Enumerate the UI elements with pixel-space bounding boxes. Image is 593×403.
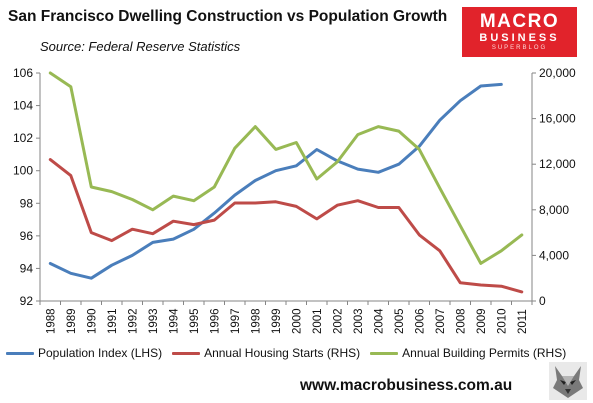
x-tick-label: 1998 (250, 308, 262, 334)
x-tick-label: 2006 (414, 308, 426, 334)
series-line-building-permits (48, 71, 524, 265)
x-tick-label: 2003 (353, 308, 365, 334)
x-tick-label: 1996 (209, 308, 221, 334)
logo-line-3: SUPERBLOG (491, 45, 548, 51)
legend-swatch-housing-starts (172, 351, 201, 355)
y-left-tick-label: 98 (20, 196, 34, 210)
x-tick-label: 2008 (455, 308, 467, 334)
series-line-population-index (48, 82, 503, 280)
x-tick-label: 2001 (312, 308, 324, 334)
x-tick-label: 1995 (189, 308, 201, 334)
y-left-tick-label: 100 (13, 164, 33, 178)
y-left-tick-label: 102 (13, 131, 33, 145)
x-tick-label: 1999 (271, 308, 283, 334)
chart-source: Source: Federal Reserve Statistics (40, 39, 241, 54)
y-right-tick-label: 20,000 (539, 66, 576, 80)
website-url: www.macrobusiness.com.au (300, 377, 513, 394)
y-left-tick-label: 94 (20, 261, 34, 275)
x-tick-label: 2005 (394, 308, 406, 334)
legend-label-housing-starts: Annual Housing Starts (RHS) (204, 346, 361, 360)
x-tick-label: 1992 (127, 308, 139, 334)
series-line-housing-starts (48, 158, 524, 294)
x-tick-label: 1991 (107, 308, 119, 334)
legend-label-building-permits: Annual Building Permits (RHS) (402, 346, 567, 360)
y-left-tick-label: 104 (13, 99, 33, 113)
x-tick-label: 2002 (332, 308, 344, 334)
logo-line-1: MACRO (479, 11, 560, 32)
x-tick-label: 2000 (291, 308, 303, 334)
x-tick-label: 1988 (45, 308, 57, 334)
legend-item-population: Population Index (LHS) (6, 346, 162, 360)
y-right-tick-label: 16,000 (539, 112, 576, 126)
legend-swatch-building-permits (370, 351, 399, 355)
legend-label-population: Population Index (LHS) (38, 346, 163, 360)
chart-plot: 92 94 96 98 100 102 104 106 0 4,000 8,000 12,000 16,… (13, 66, 576, 334)
x-tick-label: 2010 (496, 308, 508, 334)
x-tick-label: 1990 (86, 308, 98, 334)
legend-item-housing-starts: Annual Housing Starts (RHS) (172, 346, 360, 360)
legend-item-building-permits: Annual Building Permits (RHS) (370, 346, 566, 360)
y-left-tick-label: 96 (20, 229, 34, 243)
x-tick-label: 2007 (435, 308, 447, 334)
logo-line-2: BUSINESS (479, 32, 560, 44)
y-right-tick-label: 4,000 (539, 248, 569, 262)
y-right-tick-label: 12,000 (539, 157, 576, 171)
y-left-tick-label: 92 (20, 294, 34, 308)
macrobusiness-logo: MACRO BUSINESS SUPERBLOG (462, 7, 577, 57)
wolf-logo-icon (549, 362, 587, 400)
y-right-tick-label: 0 (539, 294, 546, 308)
x-tick-label: 1997 (230, 308, 242, 334)
x-tick-label: 1994 (168, 308, 180, 334)
x-tick-label: 2004 (373, 308, 385, 334)
x-tick-label: 1989 (66, 308, 78, 334)
y-right-tick-label: 8,000 (539, 203, 569, 217)
x-tick-label: 2009 (476, 308, 488, 334)
chart-title: San Francisco Dwelling Construction vs P… (8, 8, 448, 25)
legend-swatch-population (6, 351, 34, 355)
x-tick-label: 2011 (517, 309, 529, 334)
y-left-tick-label: 106 (13, 66, 33, 80)
chart-legend: Population Index (LHS) Annual Housing St… (6, 345, 576, 361)
x-tick-label: 1993 (148, 308, 160, 334)
